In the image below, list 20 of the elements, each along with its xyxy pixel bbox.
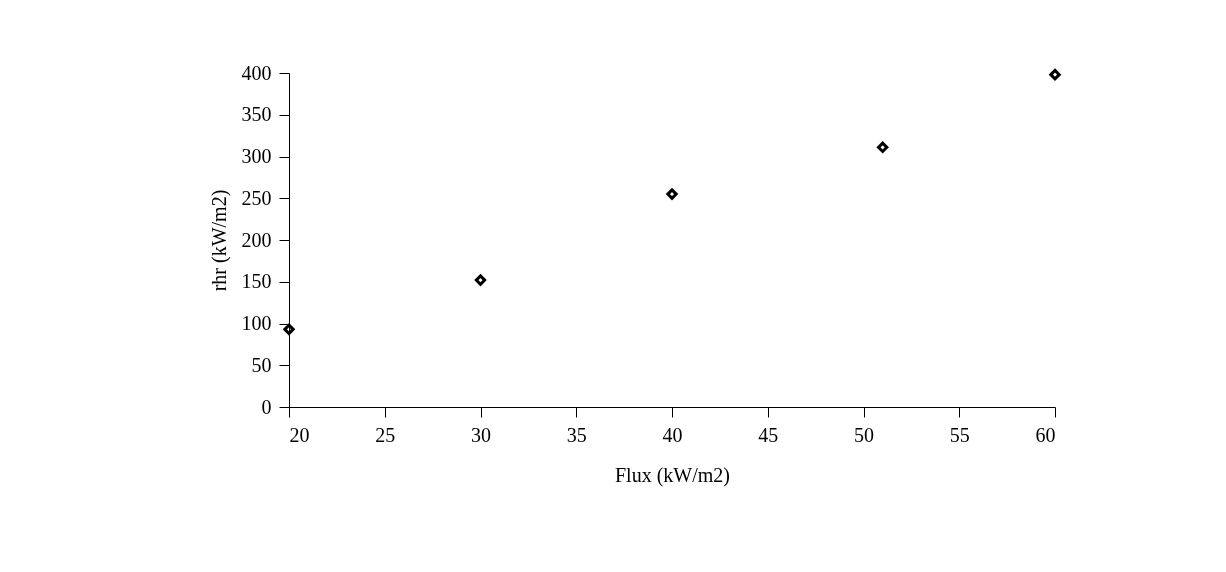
y-tick-label: 50 [251, 353, 272, 376]
y-tick-label: 100 [241, 312, 272, 334]
x-tick-label: 40 [662, 423, 683, 446]
x-tick-label: 35 [566, 423, 587, 446]
y-axis-title: rhr (kW/m2) [207, 189, 231, 292]
x-tick-label: 50 [854, 423, 874, 446]
x-tick-label: 25 [375, 423, 396, 446]
x-tick-label: 20 [289, 423, 310, 446]
x-tick-label: 55 [949, 423, 970, 446]
y-tick-label: 250 [241, 186, 272, 209]
y-tick-label: 200 [241, 228, 272, 251]
y-tick-label: 0 [261, 395, 272, 418]
x-axis-title: Flux (kW/m2) [615, 463, 730, 487]
y-tick-label: 150 [241, 270, 272, 293]
y-tick-label: 300 [241, 145, 272, 167]
x-tick-label: 45 [758, 423, 779, 446]
y-tick-label: 400 [241, 61, 272, 84]
y-tick-label: 350 [241, 103, 272, 126]
x-tick-label: 60 [1035, 423, 1056, 446]
x-tick-label: 30 [471, 423, 491, 446]
